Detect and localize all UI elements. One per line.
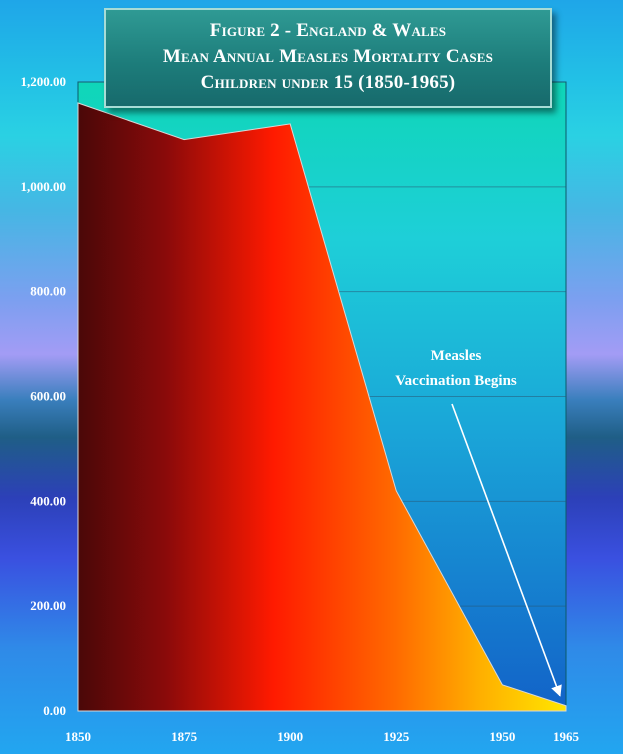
y-tick-label: 800.00 [30, 284, 66, 299]
y-tick-label: 400.00 [30, 493, 66, 508]
y-tick-label: 0.00 [43, 703, 66, 718]
chart-title-line-1: Figure 2 - England & Wales [209, 20, 447, 41]
y-axis-labels: 0.00 200.00 400.00 600.00 800.00 1,000.00 1,20… [21, 74, 67, 718]
x-tick-label: 1965 [553, 729, 580, 744]
series-area [77, 102, 567, 712]
chart-title-line-3: Children under 15 (1850-1965) [200, 72, 456, 93]
vaccination-annotation: Measles Vaccination Begins [395, 348, 562, 697]
y-tick-label: 600.00 [30, 389, 66, 404]
chart-title-box: Figure 2 - England & Wales Mean Annual M… [104, 8, 552, 108]
x-tick-label: 1875 [171, 729, 198, 744]
y-tick-label: 1,200.00 [21, 74, 67, 89]
x-axis-labels: 1850 1875 1900 1925 1950 1965 [65, 729, 580, 744]
y-tick-label: 200.00 [30, 598, 66, 613]
x-tick-label: 1850 [65, 729, 91, 744]
chart-title-line-2: Mean Annual Measles Mortality Cases [162, 46, 494, 67]
x-tick-label: 1900 [277, 729, 303, 744]
annotation-line-1: Measles [431, 348, 482, 364]
annotation-line-2: Vaccination Begins [395, 373, 517, 389]
x-tick-label: 1950 [489, 729, 515, 744]
x-tick-label: 1925 [383, 729, 410, 744]
annotation-arrow [451, 403, 562, 697]
y-tick-label: 1,000.00 [21, 179, 67, 194]
